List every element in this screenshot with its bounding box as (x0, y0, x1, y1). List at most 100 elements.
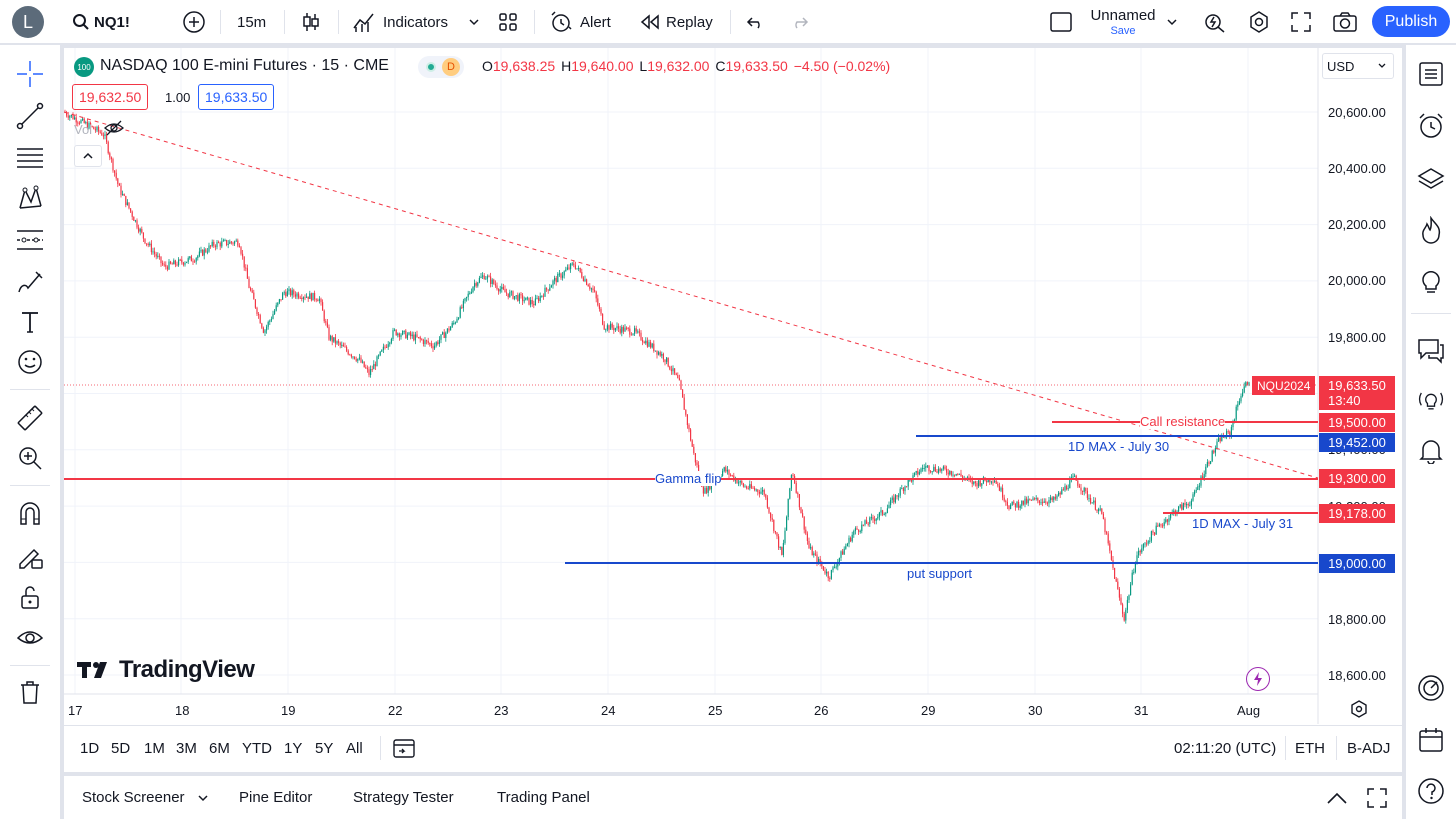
templates-button[interactable] (498, 0, 518, 44)
timeframe-5y[interactable]: 5Y (315, 739, 334, 757)
data-window-button[interactable] (1416, 673, 1446, 703)
timeframe-ytd[interactable]: YTD (242, 739, 272, 757)
indicators-dropdown[interactable] (468, 0, 480, 44)
order-quantity[interactable]: 1.00 (165, 90, 191, 105)
zoom-tool[interactable] (15, 443, 45, 473)
collapse-legend-button[interactable] (74, 145, 102, 167)
tab-pine-editor[interactable]: Pine Editor (239, 776, 312, 819)
price-chart[interactable] (64, 48, 1402, 772)
timeframe-1y[interactable]: 1Y (284, 739, 303, 757)
candle-body (171, 263, 173, 265)
chart-pane[interactable]: 100 NASDAQ 100 E-mini Futures · 15 · CME… (64, 48, 1402, 772)
bottom-panel-tabs: Stock Screener Pine Editor Strategy Test… (64, 776, 1402, 819)
snapshot-button[interactable] (1332, 0, 1358, 44)
undo-button[interactable] (746, 0, 766, 44)
max-july31-label[interactable]: 1D MAX - July 31 (1192, 516, 1294, 531)
chats-button[interactable] (1416, 335, 1446, 365)
lightning-badge[interactable] (1246, 667, 1270, 691)
sell-price-button[interactable]: 19,632.50 (72, 84, 149, 110)
candle-body (1141, 548, 1143, 553)
layout-name-button[interactable]: Unnamed Save (1088, 7, 1158, 37)
timeframe-1d[interactable]: 1D (80, 739, 100, 757)
currency-select[interactable]: USD (1322, 53, 1394, 79)
keep-drawing-tool[interactable] (15, 541, 45, 571)
timeframe-3m[interactable]: 3M (176, 739, 197, 757)
prediction-tool[interactable] (15, 225, 45, 255)
call-resistance-label[interactable]: Call resistance (1140, 414, 1226, 429)
watchlist-button[interactable] (1416, 59, 1446, 89)
interval-button[interactable]: 15m (237, 0, 266, 44)
icon-tool[interactable] (15, 347, 45, 377)
timeframe-6m[interactable]: 6M (209, 739, 230, 757)
calendar-button[interactable] (1416, 725, 1446, 755)
put-support-label[interactable]: put support (907, 566, 973, 581)
ideas-button[interactable] (1416, 267, 1446, 297)
session-toggle[interactable]: ETH (1295, 739, 1325, 757)
candle-body (600, 308, 602, 314)
time-axis-label: 29 (921, 703, 936, 718)
adjustment-toggle[interactable]: B-ADJ (1347, 739, 1391, 757)
gamma-flip-label[interactable]: Gamma flip (655, 471, 722, 486)
brush-tool[interactable] (15, 267, 45, 297)
text-tool[interactable] (15, 307, 45, 337)
settings-button[interactable] (1247, 0, 1271, 44)
layout-checkbox[interactable] (1049, 0, 1073, 44)
notifications-button[interactable] (1416, 435, 1446, 465)
candle-body (1003, 497, 1005, 501)
quick-search-button[interactable] (1203, 0, 1227, 44)
alerts-button[interactable] (1416, 111, 1446, 141)
candle-body (384, 346, 386, 348)
timeframe-1m[interactable]: 1M (144, 739, 165, 757)
candle-body (685, 409, 687, 415)
publish-button[interactable]: Publish (1372, 6, 1450, 37)
volume-hidden-icon[interactable] (104, 120, 124, 141)
maximize-panel-button[interactable] (1366, 776, 1388, 819)
indicators-button[interactable]: Indicators (352, 0, 448, 44)
candle-body (163, 264, 165, 266)
crosshair-tool[interactable] (15, 59, 45, 89)
chart-settings-button[interactable] (1350, 700, 1368, 723)
trend-line-tool[interactable] (15, 101, 45, 131)
candle-body (149, 243, 151, 246)
timezone-clock[interactable]: 02:11:20 (UTC) (1174, 739, 1277, 757)
redo-button[interactable] (789, 0, 809, 44)
expand-panel-button[interactable] (1326, 776, 1348, 819)
object-tree-button[interactable] (1416, 164, 1446, 194)
candle-body (632, 333, 634, 335)
magnet-tool[interactable] (15, 499, 45, 529)
fullscreen-button[interactable] (1290, 0, 1312, 44)
timeframe-all[interactable]: All (346, 739, 363, 757)
pattern-tool[interactable] (15, 183, 45, 213)
max-july30-label[interactable]: 1D MAX - July 30 (1068, 439, 1170, 454)
hide-drawings-tool[interactable] (15, 623, 45, 653)
fib-tool[interactable] (15, 142, 45, 172)
streams-button[interactable] (1416, 385, 1446, 415)
candle-body (1011, 501, 1013, 505)
candle-body (581, 272, 583, 278)
tab-stock-screener[interactable]: Stock Screener (82, 776, 209, 819)
goto-date-button[interactable] (392, 724, 416, 772)
timeframe-5d[interactable]: 5D (111, 739, 131, 757)
candle-body (88, 123, 90, 129)
symbol-search-button[interactable]: NQ1! (72, 0, 130, 44)
tab-strategy-tester[interactable]: Strategy Tester (353, 776, 454, 819)
remove-drawings-tool[interactable] (15, 677, 45, 707)
instrument-title[interactable]: NASDAQ 100 E-mini Futures · 15 · CME (100, 57, 389, 74)
replay-button[interactable]: Replay (640, 0, 713, 44)
compare-symbol-button[interactable] (182, 0, 206, 44)
candle-body (723, 467, 725, 472)
hotlists-button[interactable] (1416, 215, 1446, 245)
lock-drawings-tool[interactable] (15, 582, 45, 612)
measure-tool[interactable] (15, 403, 45, 433)
help-button[interactable] (1416, 776, 1446, 806)
layout-dropdown[interactable] (1166, 0, 1178, 44)
chart-type-button[interactable] (300, 0, 322, 44)
candle-body (451, 323, 453, 328)
user-avatar[interactable]: L (12, 6, 44, 38)
tab-trading-panel[interactable]: Trading Panel (497, 776, 590, 819)
market-status-badge[interactable]: D (418, 56, 464, 78)
alert-button[interactable]: Alert (549, 0, 611, 44)
buy-price-button[interactable]: 19,633.50 (198, 84, 275, 110)
candle-body (184, 262, 186, 265)
time-axis[interactable]: 17 18 19 22 23 24 25 26 29 30 31 Aug (64, 696, 1318, 724)
